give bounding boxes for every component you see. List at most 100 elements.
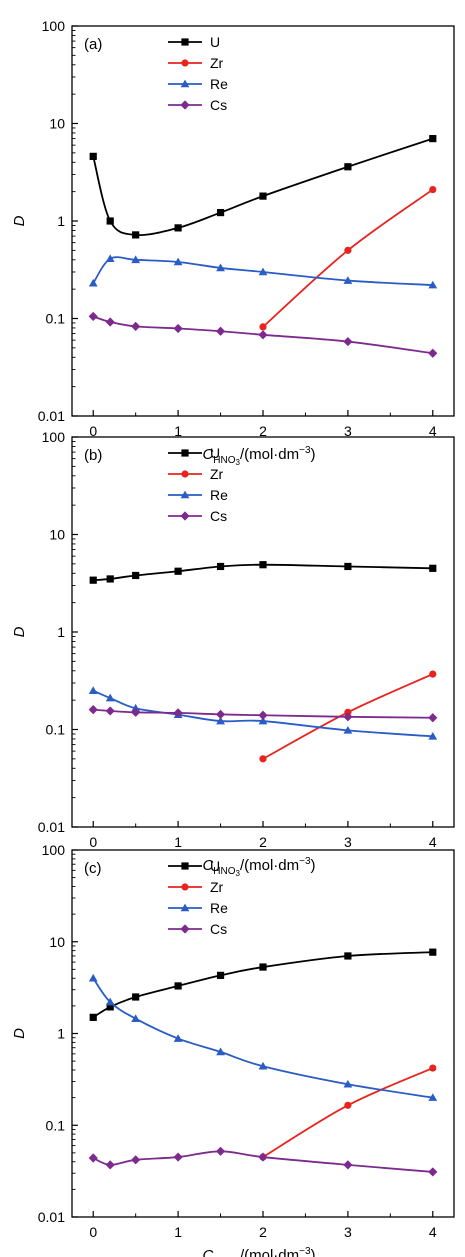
legend-label: Cs xyxy=(210,97,227,113)
data-point xyxy=(428,1167,438,1177)
data-point xyxy=(258,710,268,720)
plot-frame xyxy=(71,25,455,417)
x-tick-label: 3 xyxy=(344,423,352,439)
y-tick-label: 0.1 xyxy=(46,1117,66,1133)
data-point xyxy=(131,321,141,331)
data-point xyxy=(131,707,141,717)
y-axis-title: D xyxy=(11,626,28,637)
data-point xyxy=(259,755,267,763)
y-tick-label: 100 xyxy=(42,18,66,34)
data-point xyxy=(259,192,267,200)
data-point xyxy=(429,135,437,143)
data-point xyxy=(88,704,98,715)
data-point xyxy=(216,208,225,217)
data-point xyxy=(344,562,352,571)
data-point xyxy=(174,224,182,232)
x-tick-label: 0 xyxy=(89,834,97,850)
data-point xyxy=(106,217,114,225)
data-point xyxy=(106,1003,114,1011)
data-point xyxy=(215,709,226,719)
data-point xyxy=(105,693,115,702)
legend-item-re: Re xyxy=(168,487,228,503)
legend-marker xyxy=(180,490,190,499)
series-re xyxy=(88,254,438,289)
legend-item-cs: Cs xyxy=(168,921,227,937)
data-point xyxy=(428,731,438,740)
series-u xyxy=(89,135,437,239)
data-point xyxy=(258,330,268,340)
data-point xyxy=(174,567,182,575)
data-point xyxy=(216,716,225,725)
data-point xyxy=(216,562,225,571)
legend-item-u: U xyxy=(168,858,220,874)
data-point xyxy=(258,716,268,725)
y-tick-label: 1 xyxy=(57,624,65,640)
data-point xyxy=(344,952,352,960)
data-point xyxy=(173,1034,183,1042)
legend-marker xyxy=(181,59,189,67)
x-tick-label: 2 xyxy=(259,423,267,439)
x-tick-label: 4 xyxy=(429,834,437,850)
legend-label: Cs xyxy=(210,921,227,937)
data-point xyxy=(258,1152,268,1162)
data-point xyxy=(89,576,97,584)
legend-label: Cs xyxy=(210,508,227,524)
data-point xyxy=(429,1064,437,1072)
data-point xyxy=(428,713,438,723)
y-tick-label: 10 xyxy=(49,934,65,950)
x-tick-label: 3 xyxy=(344,1224,352,1240)
legend-label: Re xyxy=(210,487,228,503)
legend-item-zr: Zr xyxy=(168,466,224,482)
x-tick-label: 1 xyxy=(174,1224,182,1240)
data-point xyxy=(173,1152,183,1162)
data-point xyxy=(88,278,98,287)
chart-panel-3: 0 1 2 3 4 0.01 0.1 1 10 100 D CHNO3/(mol·dm−3) (c) UZ… xyxy=(11,842,455,1257)
y-axis-title: D xyxy=(11,1028,28,1039)
legend-marker xyxy=(181,38,189,46)
legend: U Zr Re Cs xyxy=(168,858,228,937)
data-point xyxy=(105,254,115,263)
data-point xyxy=(215,326,226,336)
legend-marker xyxy=(180,903,190,912)
data-point xyxy=(173,257,183,266)
y-axis-title: D xyxy=(11,215,28,226)
series-line xyxy=(92,951,433,1019)
y-tick-label: 0.01 xyxy=(38,1209,65,1225)
data-point xyxy=(344,163,352,171)
data-point xyxy=(344,246,352,254)
legend-label: Zr xyxy=(210,879,224,895)
data-point xyxy=(259,323,267,331)
legend-marker xyxy=(181,449,189,457)
x-tick-label: 1 xyxy=(174,834,182,850)
panel-label: (a) xyxy=(84,36,102,53)
legend-marker xyxy=(181,470,189,478)
data-point xyxy=(105,997,115,1006)
data-point xyxy=(132,231,140,239)
data-point xyxy=(106,575,114,583)
data-point xyxy=(131,1155,141,1165)
series-cs xyxy=(88,1146,438,1177)
series-zr xyxy=(259,1064,437,1161)
x-tick-label: 2 xyxy=(259,834,267,850)
panel-label: (b) xyxy=(84,447,102,464)
y-tick-label: 0.1 xyxy=(46,722,66,738)
legend-marker xyxy=(181,883,189,891)
y-tick-label: 0.01 xyxy=(38,408,65,424)
series-u xyxy=(89,948,437,1021)
series-line xyxy=(92,977,433,1099)
data-point xyxy=(105,317,115,327)
series-re xyxy=(88,973,438,1101)
legend-label: Zr xyxy=(210,466,224,482)
legend-label: U xyxy=(210,445,220,461)
data-point xyxy=(343,725,353,734)
data-point xyxy=(215,1146,226,1156)
x-tick-label: 3 xyxy=(344,834,352,850)
data-point xyxy=(131,255,141,264)
data-point xyxy=(132,571,140,580)
legend-marker xyxy=(180,79,190,88)
legend-label: Zr xyxy=(210,55,224,71)
data-point xyxy=(88,311,98,322)
legend-marker xyxy=(181,862,189,870)
